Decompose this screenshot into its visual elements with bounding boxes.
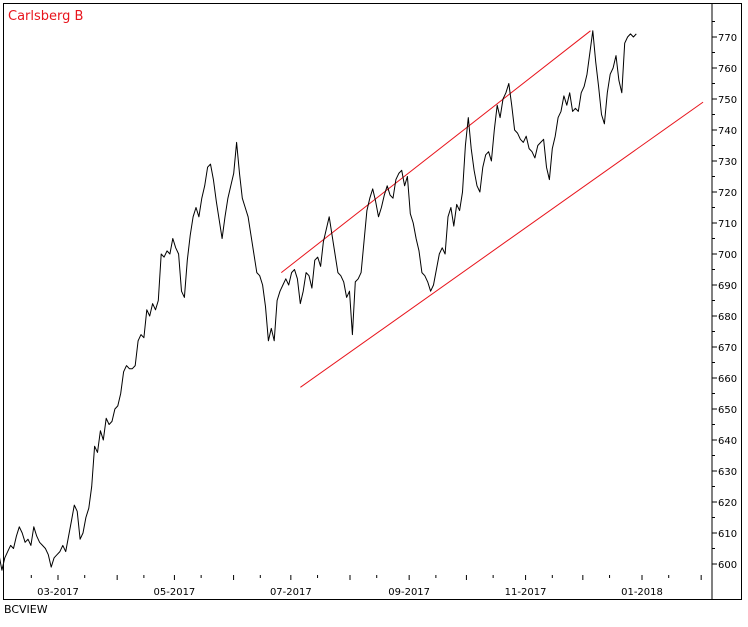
channel-line-lower xyxy=(300,101,704,388)
x-axis: 03-2017 05-2017 07-2017 09-2017 11-2017 01-20… xyxy=(30,575,702,598)
y-tick-label: 760 xyxy=(718,64,737,75)
trend-channel xyxy=(280,30,704,388)
y-tick-label: 750 xyxy=(718,95,737,106)
x-tick-label: 07-2017 xyxy=(270,587,312,598)
y-tick-label: 630 xyxy=(718,467,737,478)
y-tick-label: 730 xyxy=(718,157,737,168)
price-line xyxy=(0,30,637,571)
y-tick-label: 640 xyxy=(718,436,737,447)
y-tick-label: 600 xyxy=(718,560,737,571)
channel-line-upper xyxy=(280,30,591,273)
y-tick-label: 650 xyxy=(718,405,737,416)
y-tick-label: 710 xyxy=(718,219,737,230)
y-tick-label: 700 xyxy=(718,250,737,261)
y-tick-label: 720 xyxy=(718,188,737,199)
x-tick-label: 09-2017 xyxy=(388,587,430,598)
y-tick-label: 660 xyxy=(718,374,737,385)
y-tick-label: 620 xyxy=(718,498,737,509)
price-series xyxy=(0,30,637,571)
y-tick-label: 680 xyxy=(718,312,737,323)
x-tick-label: 05-2017 xyxy=(154,587,196,598)
y-tick-label: 740 xyxy=(718,126,737,137)
source-label: BCVIEW xyxy=(4,603,48,616)
y-tick-label: 770 xyxy=(718,33,737,44)
x-tick-label: 03-2017 xyxy=(37,587,79,598)
y-tick-label: 690 xyxy=(718,281,737,292)
y-tick-label: 610 xyxy=(718,529,737,540)
x-tick-label: 11-2017 xyxy=(505,587,547,598)
y-tick-label: 670 xyxy=(718,343,737,354)
plot-frame xyxy=(3,3,742,600)
x-tick-label: 01-2018 xyxy=(621,587,663,598)
y-axis: 600 610 620 630 640 650 660 670 680 690 700 710 720 7… xyxy=(711,4,737,599)
chart-title: Carlsberg B xyxy=(8,9,83,24)
